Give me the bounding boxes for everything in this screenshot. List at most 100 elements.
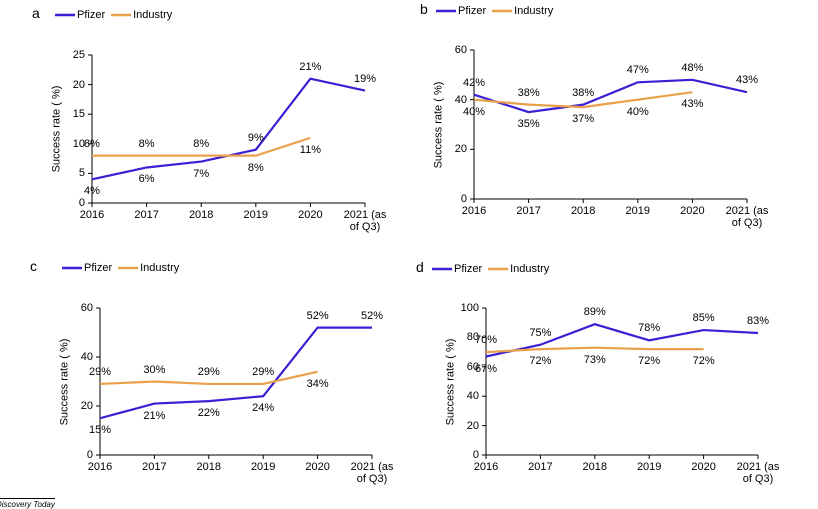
value-label: 29% bbox=[252, 365, 275, 378]
legend-label: Pfizer bbox=[458, 5, 487, 17]
value-label: 40% bbox=[462, 105, 486, 118]
value-label: 8% bbox=[84, 137, 100, 150]
value-label: 72% bbox=[638, 355, 661, 368]
value-label: 34% bbox=[306, 377, 329, 390]
y-tick-label: 80 bbox=[466, 331, 479, 344]
panel-label: d bbox=[416, 259, 424, 275]
value-label: 37% bbox=[572, 113, 595, 126]
legend-label: Industry bbox=[140, 262, 180, 274]
y-tick-label: 25 bbox=[72, 49, 85, 61]
value-label: 24% bbox=[252, 402, 275, 415]
x-tick-label: 2019 bbox=[250, 461, 276, 473]
legend-label: Industry bbox=[133, 9, 173, 21]
x-tick-label: 2019 bbox=[243, 209, 269, 221]
value-label: 83% bbox=[746, 314, 770, 327]
value-label: 78% bbox=[638, 322, 661, 335]
value-label: 40% bbox=[626, 105, 649, 118]
x-tick-label: 2017 bbox=[142, 461, 167, 473]
series-line bbox=[99, 370, 318, 386]
y-tick-label: 0 bbox=[86, 449, 93, 461]
value-label: 70% bbox=[474, 334, 498, 347]
value-label: 48% bbox=[681, 61, 704, 74]
value-label: 21% bbox=[299, 60, 322, 73]
value-label: 73% bbox=[583, 353, 606, 366]
value-label: 43% bbox=[681, 98, 704, 111]
y-tick-label: 20 bbox=[80, 400, 93, 412]
y-tick-label: 40 bbox=[80, 351, 93, 363]
value-label: 89% bbox=[583, 306, 606, 319]
x-tick-label: 2018 bbox=[196, 461, 222, 473]
series-line bbox=[485, 323, 759, 358]
x-tick-label: 2016 bbox=[79, 209, 105, 221]
value-label: 75% bbox=[529, 326, 552, 339]
y-tick-label: 15 bbox=[72, 108, 85, 121]
x-tick-label: 2021 (as of Q3) bbox=[343, 209, 387, 233]
x-tick-label: 2019 bbox=[636, 461, 662, 473]
value-label: 72% bbox=[529, 355, 552, 368]
x-tick-label: 2018 bbox=[582, 461, 608, 473]
value-label: 38% bbox=[517, 86, 540, 99]
value-label: 85% bbox=[692, 312, 715, 325]
y-tick-label: 0 bbox=[460, 193, 467, 205]
value-label: 72% bbox=[692, 355, 715, 368]
series-line bbox=[91, 77, 366, 181]
series-line bbox=[473, 78, 748, 114]
x-tick-label: 2020 bbox=[680, 205, 705, 217]
source: Discovery Today bbox=[0, 498, 55, 509]
panel-label: c bbox=[30, 258, 37, 274]
y-tick-label: 20 bbox=[72, 78, 85, 91]
value-label: 47% bbox=[626, 64, 649, 77]
legend-label: Pfizer bbox=[84, 262, 113, 274]
value-label: 52% bbox=[306, 309, 329, 322]
y-tick-label: 0 bbox=[78, 197, 85, 209]
y-axis-label: Success rate ( %) bbox=[432, 81, 444, 168]
value-label: 67% bbox=[474, 362, 498, 375]
value-label: 11% bbox=[299, 143, 321, 156]
x-tick-label: 2021 (as of Q3) bbox=[350, 461, 394, 485]
legend-label: Industry bbox=[514, 5, 554, 17]
y-tick-label: 10 bbox=[72, 137, 85, 150]
x-tick-label: 2019 bbox=[625, 205, 651, 217]
legend-label: Pfizer bbox=[454, 263, 483, 275]
y-tick-label: 5 bbox=[78, 167, 85, 180]
series-line bbox=[485, 346, 704, 354]
y-tick-label: 40 bbox=[454, 93, 467, 106]
value-label: 4% bbox=[84, 185, 100, 198]
value-label: 19% bbox=[353, 72, 377, 85]
value-label: 9% bbox=[247, 131, 264, 144]
value-label: 8% bbox=[193, 137, 210, 150]
value-label: 30% bbox=[143, 363, 166, 376]
x-tick-label: 2021 (as of Q3) bbox=[725, 205, 769, 229]
x-tick-label: 2018 bbox=[188, 209, 214, 221]
legend-label: Pfizer bbox=[77, 9, 106, 21]
x-tick-label: 2016 bbox=[473, 461, 499, 473]
x-tick-label: 2017 bbox=[134, 209, 159, 221]
x-tick-label: 2020 bbox=[298, 209, 323, 221]
x-tick-label: 2016 bbox=[87, 461, 113, 473]
y-tick-label: 40 bbox=[466, 390, 479, 403]
value-label: 35% bbox=[517, 118, 540, 131]
y-axis-label: Success rate ( %) bbox=[58, 338, 70, 425]
panel-label: b bbox=[420, 1, 428, 17]
legend-label: Industry bbox=[510, 263, 550, 275]
y-tick-label: 100 bbox=[460, 302, 479, 314]
value-label: 29% bbox=[88, 365, 112, 378]
value-label: 8% bbox=[247, 161, 264, 174]
value-label: 15% bbox=[88, 424, 112, 437]
value-label: 29% bbox=[197, 365, 220, 378]
y-tick-label: 60 bbox=[454, 44, 467, 56]
value-label: 43% bbox=[735, 74, 759, 87]
value-label: 6% bbox=[138, 173, 155, 186]
series-line bbox=[99, 326, 372, 420]
value-label: 52% bbox=[360, 309, 384, 322]
y-tick-label: 0 bbox=[472, 449, 479, 461]
value-label: 7% bbox=[193, 167, 210, 180]
y-axis-label: Success rate ( %) bbox=[444, 338, 456, 425]
x-tick-label: 2018 bbox=[570, 205, 596, 217]
series-line bbox=[473, 91, 693, 109]
panel-label: a bbox=[32, 5, 40, 21]
y-tick-label: 60 bbox=[466, 360, 479, 373]
y-tick-label: 20 bbox=[466, 419, 479, 432]
